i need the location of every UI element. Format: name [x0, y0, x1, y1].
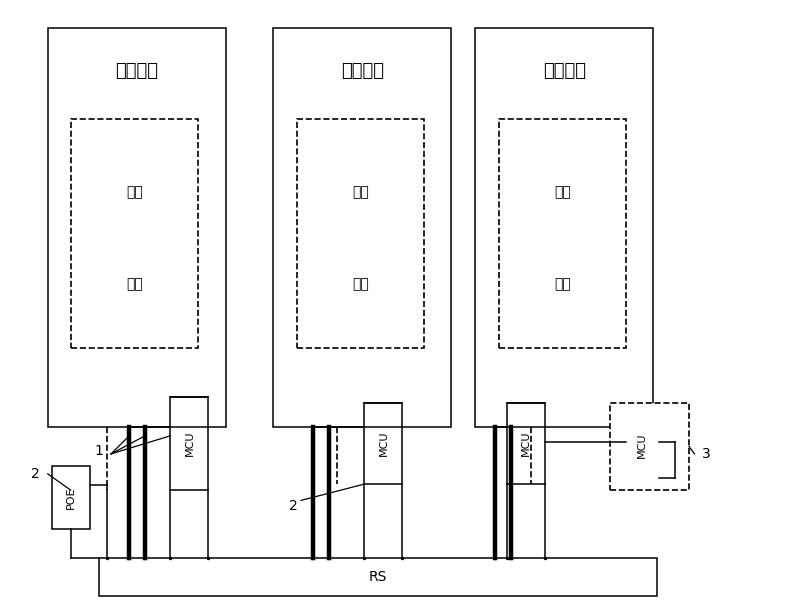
- Text: 1: 1: [94, 444, 103, 458]
- Text: 电调天线: 电调天线: [542, 62, 586, 80]
- Bar: [610, 403, 689, 490]
- Bar: [48, 28, 226, 427]
- Text: RS: RS: [369, 570, 387, 584]
- Text: 电调天线: 电调天线: [115, 62, 158, 80]
- Text: POE: POE: [66, 487, 76, 509]
- Bar: [507, 403, 545, 484]
- Text: 电调天线: 电调天线: [341, 62, 384, 80]
- Bar: [626, 413, 659, 478]
- Text: MCU: MCU: [378, 431, 388, 456]
- Text: 电子: 电子: [126, 185, 143, 200]
- Text: 2: 2: [31, 467, 40, 481]
- Text: MCU: MCU: [638, 433, 647, 458]
- Bar: [170, 397, 209, 490]
- Text: 电子: 电子: [352, 185, 369, 200]
- Text: MCU: MCU: [521, 431, 531, 456]
- Text: MCU: MCU: [185, 431, 194, 456]
- Bar: [52, 466, 90, 529]
- Bar: [364, 403, 402, 484]
- Text: 2: 2: [289, 499, 298, 513]
- Bar: [99, 558, 658, 595]
- Bar: [71, 119, 198, 348]
- Text: 罗盘: 罗盘: [554, 277, 570, 291]
- Bar: [499, 119, 626, 348]
- Bar: [297, 119, 424, 348]
- Text: 罗盘: 罗盘: [352, 277, 369, 291]
- Text: 3: 3: [702, 447, 711, 461]
- Bar: [274, 28, 451, 427]
- Bar: [475, 28, 654, 427]
- Text: 电子: 电子: [554, 185, 570, 200]
- Text: 罗盘: 罗盘: [126, 277, 143, 291]
